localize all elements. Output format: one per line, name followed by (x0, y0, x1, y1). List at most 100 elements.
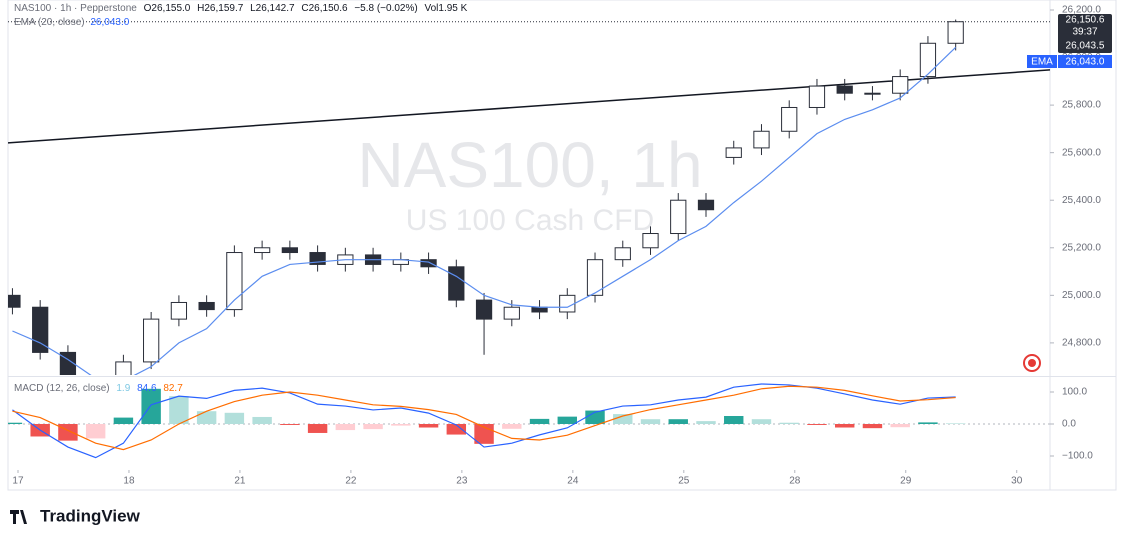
symbol: NAS100 · 1h · Pepperstone (14, 3, 137, 14)
ohlc-value: 26,142.7 (256, 3, 295, 14)
y-tick-label: 25,600.0 (1062, 147, 1101, 158)
macd-legend: MACD (12, 26, close) 1.9 84.6 82.7 (14, 383, 183, 394)
series-line (12, 46, 957, 375)
series-line (12, 385, 956, 451)
candle-body (836, 85, 853, 94)
ema-tag: EMA (1031, 57, 1053, 68)
ohlc-key: C (301, 3, 308, 14)
candle-body (892, 76, 909, 94)
watermark-title: NAS100, 1h (357, 129, 702, 201)
y-tick-label: 25,000.0 (1062, 290, 1101, 301)
histogram-bar (58, 424, 78, 441)
x-tick-label: 24 (567, 476, 579, 487)
candle-body (531, 306, 548, 313)
frame (7, 0, 1117, 491)
brand: TradingView (40, 506, 141, 525)
histogram-bar (640, 419, 661, 424)
x-tick-label: 29 (900, 476, 912, 487)
flag-icon (1023, 354, 1041, 372)
candle-body (59, 351, 77, 375)
histogram-bar (668, 419, 688, 424)
histogram-bar (141, 388, 161, 424)
y-tick-label: 24,800.0 (1062, 338, 1101, 349)
price-pane (8, 19, 1050, 375)
candle-body (115, 361, 132, 375)
histogram-bar (613, 414, 633, 424)
y-tick-label: 0.0 (1062, 419, 1076, 430)
histogram-bar (252, 416, 272, 424)
candle-body (143, 318, 160, 363)
histogram-bar (696, 421, 716, 424)
candle-body (642, 233, 659, 249)
histogram-bar (8, 422, 23, 424)
histogram-bar (363, 424, 383, 430)
macd-signal-value: 82.7 (163, 383, 183, 394)
candle-body (670, 199, 687, 235)
ema-price: 26,043.0 (1066, 57, 1105, 68)
ema-tag-box (1027, 55, 1057, 68)
y-tick-label: −100.0 (1062, 451, 1093, 462)
candle-body (281, 247, 298, 254)
histogram-bar (113, 417, 134, 424)
candle-body (226, 252, 243, 311)
macd-hist-value: 1.9 (116, 383, 130, 394)
histogram-bar (724, 416, 744, 424)
candle-body (253, 247, 271, 254)
candle-body (586, 259, 604, 296)
histogram-bar (779, 422, 799, 424)
histogram-bar (307, 424, 328, 433)
histogram-bar (834, 424, 855, 428)
candle-body (781, 106, 798, 132)
candle-body (8, 294, 21, 308)
candle-body (559, 294, 576, 313)
candle-body (198, 301, 215, 311)
trendline (8, 69, 1050, 144)
candle-body (448, 266, 465, 301)
x-tick-label: 22 (345, 476, 357, 487)
histogram-bar (807, 424, 827, 425)
candle-body (864, 92, 881, 95)
candle-body (697, 199, 715, 211)
histogram-bar (391, 424, 411, 426)
histogram-bar (751, 419, 772, 424)
price-labels: 26,150.6 39:37 26,043.5 EMA 26,043.0 (1027, 14, 1112, 68)
ohlc-key: L (250, 3, 256, 14)
x-tick-label: 28 (789, 476, 801, 487)
histogram-bar (529, 418, 550, 424)
change: −5.8 (−0.02%) (354, 3, 417, 14)
macd-title: MACD (12, 26, close) (14, 383, 110, 394)
ohlc-key: H (197, 3, 204, 14)
vol-key: Vol (424, 3, 438, 14)
candle-body (503, 306, 520, 320)
histogram-bar (862, 424, 883, 429)
histogram-bar (585, 410, 605, 424)
x-tick-label: 17 (12, 476, 24, 487)
other-price: 26,043.5 (1066, 41, 1105, 52)
histogram-bar (890, 424, 910, 428)
y-tick-label: 100.0 (1062, 387, 1087, 398)
histogram-bar (557, 416, 577, 424)
histogram-bar (280, 424, 300, 425)
macd-line-value: 84.6 (137, 383, 157, 394)
candle-body (947, 21, 964, 44)
vol-value: 1.95 K (438, 3, 467, 14)
y-tick-label: 25,400.0 (1062, 195, 1101, 206)
x-tick-label: 21 (234, 476, 246, 487)
histogram-bar (224, 412, 245, 424)
ohlc-value: 26,150.6 (309, 3, 348, 14)
y-tick-label: 26,200.0 (1062, 5, 1101, 16)
legend-header: NAS100 · 1h · Pepperstone O26,155.0 H26,… (14, 3, 468, 14)
ohlc-value: 26,155.0 (151, 3, 190, 14)
candle-body (309, 252, 326, 265)
histogram-bar (85, 424, 106, 439)
ohlc-value: 26,159.7 (204, 3, 243, 14)
candle-body (614, 247, 631, 261)
candle-body (919, 42, 937, 78)
ema-name: EMA (20, close) (14, 17, 85, 28)
x-tick-label: 25 (678, 476, 690, 487)
x-tick-label: 18 (123, 476, 135, 487)
candle-body (753, 130, 770, 149)
